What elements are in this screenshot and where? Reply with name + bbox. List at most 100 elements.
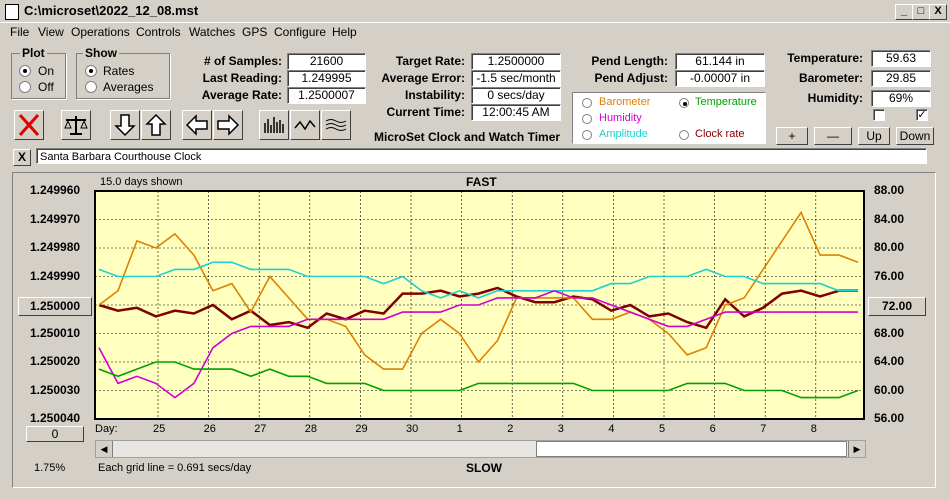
- series-layer: [98, 210, 859, 399]
- arrow-left-button[interactable]: [182, 110, 212, 140]
- center-rate-button[interactable]: 1.250000: [18, 297, 92, 316]
- x-axis-tick: 30: [406, 423, 419, 435]
- menu-bar: File View Operations Controls Watches GP…: [0, 23, 950, 43]
- menu-gps[interactable]: GPS: [242, 25, 268, 39]
- series-line-amplitude: [98, 261, 858, 299]
- samples-value: 21600: [287, 53, 366, 70]
- x-axis-tick: 26: [203, 423, 216, 435]
- pend-adjust-value: -0.00007 in: [675, 70, 765, 87]
- temperature-label: Temperature:: [787, 51, 863, 65]
- plot-on-radio[interactable]: [19, 65, 31, 77]
- chart-panel: [12, 172, 936, 488]
- scroll-thumb[interactable]: [536, 441, 847, 457]
- arrow-down-button[interactable]: [110, 110, 140, 140]
- arrow-right-button[interactable]: [213, 110, 243, 140]
- clock-name-field[interactable]: Santa Barbara Courthouse Clock: [36, 148, 927, 164]
- line-graph-button[interactable]: [290, 110, 320, 140]
- minus-button[interactable]: —: [814, 127, 852, 145]
- last-reading-value: 1.249995: [287, 70, 366, 87]
- x-axis-tick: 7: [760, 423, 767, 435]
- barometer-value: 29.85: [871, 70, 931, 87]
- grid-note-label: Each grid line = 0.691 secs/day: [98, 462, 252, 474]
- bar-graph-button[interactable]: [259, 110, 289, 140]
- target-rate-value[interactable]: 1.2500000: [471, 53, 561, 70]
- humidity-radio[interactable]: [582, 114, 592, 124]
- left-axis-tick: 1.249990: [30, 268, 81, 283]
- plus-button[interactable]: +: [776, 127, 808, 145]
- arrow-down-icon: [114, 114, 136, 137]
- menu-view[interactable]: View: [38, 25, 64, 39]
- arrow-right-icon: [217, 114, 240, 136]
- menu-file[interactable]: File: [10, 25, 30, 39]
- slow-label: SLOW: [466, 461, 502, 475]
- days-shown-label: 15.0 days shown: [100, 176, 183, 188]
- title-bar: C:\microset\2022_12_08.mst _ □ X: [0, 0, 950, 23]
- menu-watches[interactable]: Watches: [189, 25, 236, 39]
- red-x-icon: [18, 113, 40, 137]
- series-line-temperature: [98, 361, 859, 399]
- left-axis-tick: 1.249980: [30, 240, 81, 254]
- instability-label: Instability:: [404, 88, 465, 102]
- target-rate-label: Target Rate:: [395, 54, 465, 68]
- maximize-button[interactable]: □: [912, 4, 930, 20]
- x-axis-tick: 25: [153, 423, 166, 435]
- fast-label: FAST: [466, 175, 497, 189]
- right-axis-tick: 76.00: [874, 268, 905, 283]
- pend-length-value[interactable]: 61.144 in: [675, 53, 765, 70]
- temperature-radio[interactable]: [679, 98, 689, 108]
- x-axis-tick: 6: [709, 423, 716, 435]
- left-axis-tick: 1.250010: [30, 325, 81, 340]
- clear-clock-button[interactable]: X: [13, 149, 31, 166]
- menu-configure[interactable]: Configure: [274, 25, 327, 39]
- temperature-value: 59.63: [871, 50, 931, 67]
- show-group-title: Show: [83, 46, 119, 60]
- time-scrollbar[interactable]: ◀ ▶: [95, 440, 866, 458]
- smooth-graph-button[interactable]: [321, 110, 351, 140]
- scroll-left-icon[interactable]: ◀: [96, 441, 113, 457]
- x-axis-tick: 1: [456, 423, 463, 435]
- scroll-right-icon[interactable]: ▶: [848, 441, 865, 457]
- down-button[interactable]: Down: [896, 127, 934, 145]
- center-aux-button[interactable]: 72.00: [868, 297, 926, 316]
- plot-off-radio[interactable]: [19, 81, 31, 93]
- menu-operations[interactable]: Operations: [71, 25, 130, 39]
- arrow-up-button[interactable]: [141, 110, 171, 140]
- current-time-value: 12:00:45 AM: [471, 104, 561, 121]
- x-axis-tick: 28: [304, 423, 318, 435]
- left-axis-tick: 1.250020: [30, 354, 81, 368]
- balance-button[interactable]: [61, 110, 91, 140]
- left-axis-tick: 1.249970: [30, 211, 81, 226]
- show-group: Show Rates Averages: [76, 46, 170, 99]
- show-averages-radio[interactable]: [85, 81, 97, 93]
- menu-controls[interactable]: Controls: [136, 25, 181, 39]
- clock-rate-radio[interactable]: [679, 130, 689, 140]
- aux-options-box: Barometer Temperature Humidity Amplitude…: [572, 92, 766, 144]
- x-axis-tick: 27: [254, 423, 267, 435]
- grid-lines: [95, 191, 864, 419]
- barometer-radio[interactable]: [582, 98, 592, 108]
- average-rate-label: Average Rate:: [201, 88, 282, 102]
- humidity-value: 69%: [871, 90, 931, 107]
- plot-on-label: On: [38, 64, 55, 78]
- temperature-option: Temperature: [695, 96, 757, 108]
- checkbox-left[interactable]: [873, 109, 885, 121]
- left-axis-tick: 1.250030: [30, 382, 81, 397]
- close-button[interactable]: X: [929, 4, 947, 20]
- zero-button[interactable]: 0: [26, 426, 84, 442]
- average-error-label: Average Error:: [381, 71, 465, 85]
- show-rates-radio[interactable]: [85, 65, 97, 77]
- amplitude-radio[interactable]: [582, 130, 592, 140]
- up-button[interactable]: Up: [858, 127, 890, 145]
- barometer-label: Barometer:: [798, 71, 863, 85]
- menu-help[interactable]: Help: [332, 25, 357, 39]
- right-axis-tick: 84.00: [874, 211, 905, 226]
- plot-off-label: Off: [38, 80, 54, 94]
- left-axis-tick: 1.249960: [30, 183, 81, 197]
- arrow-up-icon: [145, 113, 167, 136]
- x-axis-tick: 8: [810, 423, 817, 435]
- app-icon[interactable]: [5, 4, 19, 20]
- checkbox-right-checked[interactable]: ✓: [916, 109, 928, 121]
- x-axis-tick: 4: [608, 423, 615, 435]
- stop-button[interactable]: [14, 110, 44, 140]
